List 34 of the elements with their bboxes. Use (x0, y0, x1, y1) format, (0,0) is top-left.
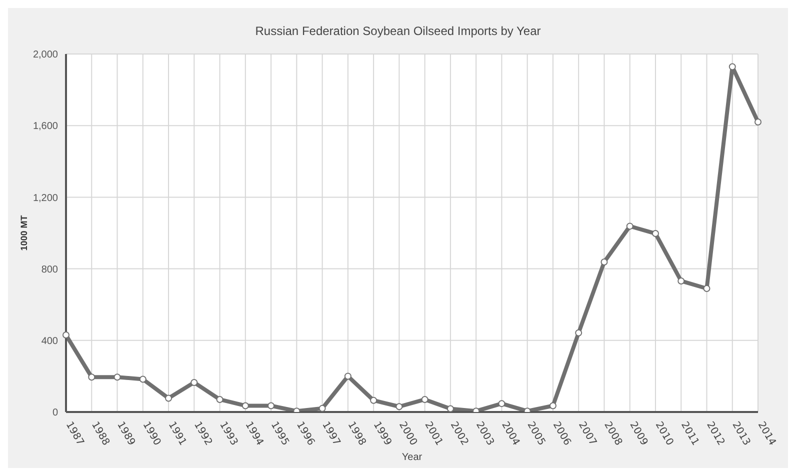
chart-title: Russian Federation Soybean Oilseed Imports by Year (254, 24, 542, 38)
point (114, 374, 121, 381)
point (728, 63, 736, 70)
point (421, 396, 428, 403)
x-axis-title: Year (402, 452, 423, 463)
point (139, 376, 146, 383)
point (549, 402, 556, 410)
point (446, 405, 454, 412)
point (600, 258, 608, 266)
point (370, 396, 378, 404)
point (268, 402, 275, 410)
y-tick-label: 400 (41, 336, 58, 347)
point (703, 284, 710, 292)
point (678, 277, 685, 284)
point (575, 329, 582, 336)
point (498, 400, 506, 408)
y-tick-label: 800 (41, 264, 58, 276)
point (626, 222, 634, 230)
point (190, 378, 198, 386)
point (62, 332, 70, 339)
point (242, 402, 249, 410)
point (88, 374, 96, 381)
y-tick-label: 1,200 (32, 192, 58, 204)
point (344, 372, 352, 380)
point (652, 230, 659, 238)
point (216, 396, 224, 403)
point (396, 403, 403, 410)
point (165, 394, 172, 402)
y-tick-label: 1,600 (32, 121, 58, 132)
point (754, 118, 762, 126)
y-axis-title: 1000 MT (19, 214, 30, 251)
y-tick-label: 2,000 (32, 50, 58, 61)
point (318, 404, 326, 412)
y-tick-label: 0 (52, 408, 58, 419)
